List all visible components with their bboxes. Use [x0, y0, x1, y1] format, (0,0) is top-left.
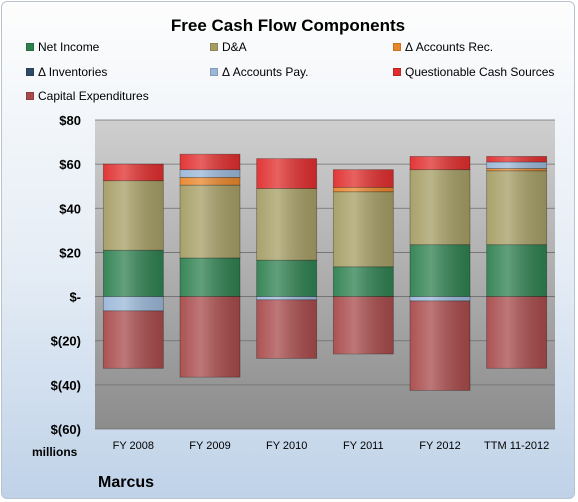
y-tick-label: $60 — [59, 157, 81, 172]
bar-sheen — [333, 169, 394, 188]
bar-sheen — [486, 296, 547, 369]
chart-title: Free Cash Flow Components — [170, 16, 406, 35]
bar-sheen — [180, 177, 240, 186]
bar-sheen — [333, 266, 394, 297]
legend-label-d-and-a: D&A — [222, 40, 247, 54]
bar-sheen — [256, 296, 317, 300]
bar-sheen — [410, 169, 470, 245]
bar-sheen — [180, 154, 240, 170]
bar-sheen — [410, 244, 470, 297]
legend-label-inventories: Δ Inventories — [38, 65, 108, 79]
legend-label-questionable-cash: Questionable Cash Sources — [405, 65, 555, 79]
bar-sheen — [410, 296, 470, 301]
legend-swatch-accounts-rec — [393, 43, 401, 51]
bar-sheen — [486, 170, 547, 245]
bar-sheen — [256, 158, 317, 189]
legend-swatch-questionable-cash — [393, 68, 401, 76]
legend-swatch-inventories — [26, 68, 34, 76]
bar-sheen — [333, 187, 394, 192]
bar-sheen — [180, 185, 240, 258]
bar-sheen — [333, 191, 394, 267]
bar-sheen — [256, 299, 317, 359]
x-tick-label: FY 2009 — [189, 440, 230, 452]
y-tick-label: $- — [69, 290, 81, 305]
legend-label-capex: Capital Expenditures — [38, 89, 149, 103]
bar-sheen — [486, 156, 547, 162]
bar-sheen — [333, 296, 394, 354]
bar-sheen — [103, 310, 164, 369]
bar-sheen — [486, 168, 547, 171]
legend-item-accounts-rec: Δ Accounts Rec. — [393, 40, 493, 54]
legend-item-inventories: Δ Inventories — [26, 65, 107, 79]
legend-item-questionable-cash: Questionable Cash Sources — [393, 65, 554, 79]
x-tick-label: FY 2012 — [419, 440, 460, 452]
y-tick-label: $(60) — [51, 422, 81, 437]
bar-sheen — [103, 180, 164, 251]
x-tick-label: FY 2010 — [266, 440, 307, 452]
bar-sheen — [103, 250, 164, 297]
bar-sheen — [180, 296, 240, 378]
bar-sheen — [103, 296, 164, 311]
x-tick-label: FY 2011 — [343, 440, 384, 452]
legend-label-accounts-rec: Δ Accounts Rec. — [405, 40, 494, 54]
y-tick-label: $(20) — [51, 334, 81, 349]
bar-sheen — [103, 164, 164, 181]
unit-label: millions — [32, 445, 78, 459]
bar-sheen — [486, 244, 547, 297]
y-tick-label: $80 — [59, 113, 81, 128]
bar-sheen — [486, 161, 547, 169]
legend-label-accounts-pay: Δ Accounts Pay. — [222, 65, 309, 79]
y-tick-label: $(40) — [51, 378, 81, 393]
x-tick-label: TTM 11-2012 — [484, 440, 549, 452]
y-tick-label: $20 — [59, 245, 81, 260]
legend-swatch-capex — [26, 92, 34, 100]
legend-item-d-and-a: D&A — [210, 40, 247, 54]
bar-sheen — [410, 300, 470, 391]
x-tick-label: FY 2008 — [113, 440, 154, 452]
y-tick-label: $40 — [59, 201, 81, 216]
bar-sheen — [180, 257, 240, 297]
legend-item-capex: Capital Expenditures — [26, 89, 149, 103]
bar-sheen — [256, 260, 317, 297]
footer-label: Marcus — [98, 474, 155, 491]
plot-background — [95, 120, 555, 429]
legend-swatch-d-and-a — [210, 43, 218, 51]
bar-sheen — [410, 156, 470, 170]
legend-item-net-income: Net Income — [26, 40, 99, 54]
legend-label-net-income: Net Income — [38, 40, 100, 54]
legend-item-accounts-pay: Δ Accounts Pay. — [210, 65, 309, 79]
legend-swatch-accounts-pay — [210, 68, 218, 76]
legend-swatch-net-income — [26, 43, 34, 51]
bar-sheen — [256, 188, 317, 261]
bar-sheen — [180, 169, 240, 178]
